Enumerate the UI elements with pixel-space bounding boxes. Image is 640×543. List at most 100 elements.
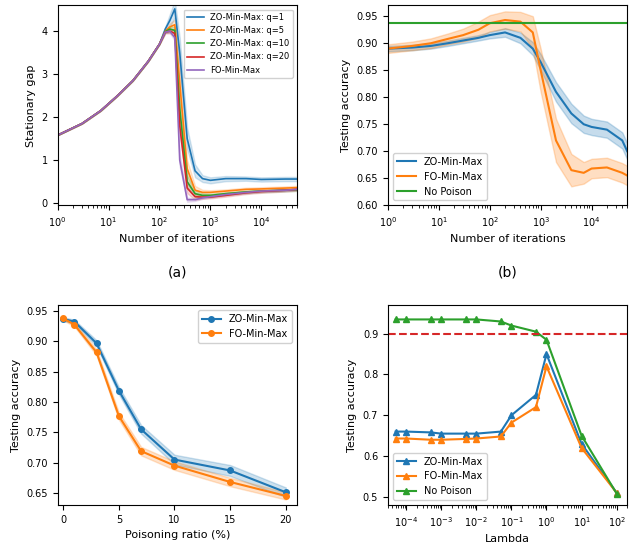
ZO-Min-Max bbox=[438, 431, 445, 437]
ZO-Min-Max bbox=[93, 340, 100, 346]
FO-Min-Max bbox=[460, 32, 467, 39]
ZO-Min-Max bbox=[543, 351, 550, 357]
ZO-Min-Max: q=20: (5e+03, 0.24): q=20: (5e+03, 0.24) bbox=[242, 190, 250, 196]
ZO-Min-Max bbox=[537, 59, 545, 65]
ZO-Min-Max: q=20: (3e+04, 0.3): q=20: (3e+04, 0.3) bbox=[282, 187, 289, 193]
No Poison bbox=[543, 337, 550, 343]
ZO-Min-Max bbox=[568, 110, 575, 117]
FO-Min-Max bbox=[537, 67, 545, 73]
X-axis label: Lambda: Lambda bbox=[485, 534, 530, 543]
Line: ZO-Min-Max: q=10: ZO-Min-Max: q=10 bbox=[58, 29, 297, 195]
FO-Min-Max bbox=[97, 108, 104, 114]
ZO-Min-Max: q=20: (350, 0.35): q=20: (350, 0.35) bbox=[183, 185, 191, 191]
ZO-Min-Max: q=5: (7, 2.15): q=5: (7, 2.15) bbox=[97, 108, 104, 114]
ZO-Min-Max bbox=[472, 431, 480, 437]
No Poison bbox=[392, 316, 399, 323]
ZO-Min-Max: q=10: (60, 3.3): q=10: (60, 3.3) bbox=[145, 58, 152, 65]
ZO-Min-Max bbox=[227, 467, 234, 473]
ZO-Min-Max: q=1: (500, 0.75): q=1: (500, 0.75) bbox=[191, 168, 199, 174]
ZO-Min-Max: q=5: (5e+03, 0.32): q=5: (5e+03, 0.32) bbox=[242, 186, 250, 193]
ZO-Min-Max: q=10: (3, 1.85): q=10: (3, 1.85) bbox=[78, 121, 86, 127]
No Poison bbox=[508, 323, 515, 329]
ZO-Min-Max: q=20: (2e+03, 0.18): q=20: (2e+03, 0.18) bbox=[222, 192, 230, 199]
ZO-Min-Max bbox=[60, 316, 67, 323]
ZO-Min-Max bbox=[552, 89, 560, 95]
Legend: ZO-Min-Max, FO-Min-Max, No Poison: ZO-Min-Max, FO-Min-Max, No Poison bbox=[393, 153, 487, 200]
No Poison bbox=[427, 316, 435, 323]
FO-Min-Max bbox=[408, 43, 416, 49]
ZO-Min-Max: q=20: (200, 3.95): q=20: (200, 3.95) bbox=[171, 30, 179, 36]
FO-Min-Max bbox=[462, 435, 470, 442]
ZO-Min-Max bbox=[501, 29, 509, 36]
ZO-Min-Max: q=10: (15, 2.5): q=10: (15, 2.5) bbox=[114, 92, 122, 99]
ZO-Min-Max: q=10: (3e+04, 0.3): q=10: (3e+04, 0.3) bbox=[282, 187, 289, 193]
ZO-Min-Max bbox=[384, 46, 392, 52]
ZO-Min-Max: q=5: (30, 2.85): q=5: (30, 2.85) bbox=[129, 77, 137, 84]
ZO-Min-Max: q=5: (2e+03, 0.28): q=5: (2e+03, 0.28) bbox=[222, 188, 230, 194]
Line: ZO-Min-Max: q=20: ZO-Min-Max: q=20 bbox=[58, 31, 297, 197]
ZO-Min-Max: q=1: (1, 1.58): q=1: (1, 1.58) bbox=[54, 132, 61, 138]
FO-Min-Max bbox=[532, 404, 540, 411]
ZO-Min-Max bbox=[618, 137, 626, 144]
FO-Min-Max bbox=[282, 493, 290, 499]
FO-Min-Max bbox=[191, 197, 199, 203]
FO-Min-Max bbox=[529, 29, 536, 36]
Line: ZO-Min-Max: ZO-Min-Max bbox=[393, 351, 620, 496]
ZO-Min-Max bbox=[532, 392, 540, 398]
FO-Min-Max bbox=[115, 413, 123, 419]
No Poison bbox=[462, 316, 470, 323]
ZO-Min-Max bbox=[580, 121, 588, 128]
ZO-Min-Max: q=20: (3, 1.85): q=20: (3, 1.85) bbox=[78, 121, 86, 127]
ZO-Min-Max: q=1: (60, 3.3): q=1: (60, 3.3) bbox=[145, 58, 152, 65]
ZO-Min-Max bbox=[444, 40, 452, 47]
FO-Min-Max bbox=[444, 36, 452, 42]
ZO-Min-Max bbox=[427, 429, 435, 435]
Line: ZO-Min-Max: q=1: ZO-Min-Max: q=1 bbox=[58, 9, 297, 180]
Text: (a): (a) bbox=[168, 265, 187, 279]
ZO-Min-Max: q=20: (15, 2.5): q=20: (15, 2.5) bbox=[114, 92, 122, 99]
ZO-Min-Max: q=20: (1e+03, 0.14): q=20: (1e+03, 0.14) bbox=[207, 194, 214, 200]
FO-Min-Max bbox=[156, 41, 163, 47]
ZO-Min-Max bbox=[508, 412, 515, 419]
FO-Min-Max bbox=[588, 165, 595, 172]
No Poison bbox=[472, 316, 480, 323]
FO-Min-Max bbox=[392, 435, 399, 442]
Legend: ZO-Min-Max: q=1, ZO-Min-Max: q=5, ZO-Min-Max: q=10, ZO-Min-Max: q=20, FO-Min-Max: ZO-Min-Max: q=1, ZO-Min-Max: q=5, ZO-Min… bbox=[184, 10, 292, 78]
ZO-Min-Max: q=10: (200, 4.02): q=10: (200, 4.02) bbox=[171, 27, 179, 34]
ZO-Min-Max bbox=[137, 426, 145, 433]
Legend: ZO-Min-Max, FO-Min-Max, No Poison: ZO-Min-Max, FO-Min-Max, No Poison bbox=[393, 453, 487, 500]
FO-Min-Max bbox=[580, 169, 588, 176]
ZO-Min-Max: q=5: (200, 4.15): q=5: (200, 4.15) bbox=[171, 22, 179, 28]
FO-Min-Max bbox=[427, 437, 435, 443]
ZO-Min-Max: q=5: (250, 2.8): q=5: (250, 2.8) bbox=[176, 79, 184, 86]
FO-Min-Max bbox=[207, 193, 214, 200]
ZO-Min-Max: q=20: (1e+04, 0.27): q=20: (1e+04, 0.27) bbox=[257, 188, 265, 195]
ZO-Min-Max: q=5: (1, 1.58): q=5: (1, 1.58) bbox=[54, 132, 61, 138]
ZO-Min-Max: q=1: (3, 1.85): q=1: (3, 1.85) bbox=[78, 121, 86, 127]
ZO-Min-Max: q=1: (1e+03, 0.53): q=1: (1e+03, 0.53) bbox=[207, 177, 214, 184]
Line: ZO-Min-Max: ZO-Min-Max bbox=[388, 33, 627, 151]
ZO-Min-Max: q=20: (60, 3.3): q=20: (60, 3.3) bbox=[145, 58, 152, 65]
FO-Min-Max bbox=[171, 463, 179, 469]
ZO-Min-Max: q=20: (30, 2.85): q=20: (30, 2.85) bbox=[129, 77, 137, 84]
FO-Min-Max bbox=[227, 479, 234, 485]
No Poison bbox=[613, 490, 621, 497]
ZO-Min-Max: q=10: (500, 0.22): q=10: (500, 0.22) bbox=[191, 191, 199, 197]
Line: FO-Min-Max: FO-Min-Max bbox=[388, 20, 627, 175]
Line: FO-Min-Max: FO-Min-Max bbox=[393, 364, 620, 496]
ZO-Min-Max: q=5: (1e+03, 0.25): q=5: (1e+03, 0.25) bbox=[207, 189, 214, 195]
ZO-Min-Max: q=10: (160, 4.05): q=10: (160, 4.05) bbox=[166, 26, 173, 33]
FO-Min-Max bbox=[516, 18, 524, 25]
ZO-Min-Max bbox=[427, 43, 435, 49]
ZO-Min-Max: q=5: (130, 4): q=5: (130, 4) bbox=[161, 28, 169, 34]
No Poison bbox=[403, 316, 410, 323]
ZO-Min-Max: q=10: (2e+03, 0.22): q=10: (2e+03, 0.22) bbox=[222, 191, 230, 197]
ZO-Min-Max bbox=[603, 127, 611, 133]
ZO-Min-Max: q=5: (100, 3.7): q=5: (100, 3.7) bbox=[156, 41, 163, 47]
ZO-Min-Max: q=5: (3e+04, 0.35): q=5: (3e+04, 0.35) bbox=[282, 185, 289, 191]
FO-Min-Max bbox=[93, 349, 100, 356]
ZO-Min-Max bbox=[623, 148, 631, 155]
ZO-Min-Max bbox=[70, 318, 78, 325]
Line: No Poison: No Poison bbox=[393, 317, 620, 496]
FO-Min-Max bbox=[486, 20, 493, 27]
